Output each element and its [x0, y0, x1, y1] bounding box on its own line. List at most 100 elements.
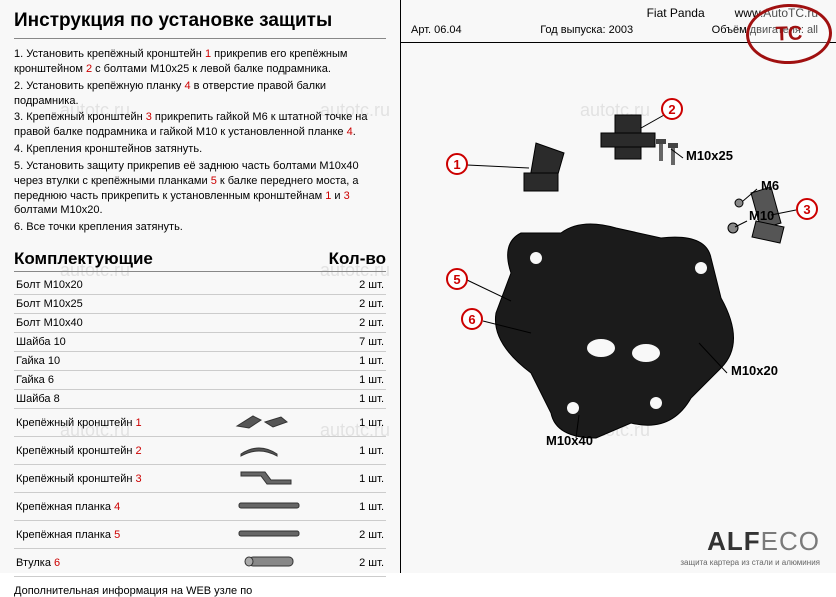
component-qty: 2 шт. [331, 276, 386, 295]
table-row: Крепёжный кронштейн 1 1 шт. [14, 409, 386, 437]
instruction-line: 1. Установить крепёжный кронштейн 1 прик… [14, 47, 386, 77]
table-row: Втулка 6 2 шт. [14, 549, 386, 577]
component-qty: 2 шт. [331, 314, 386, 333]
year-block: Год выпуска: 2003 [540, 24, 633, 36]
component-qty: 1 шт. [331, 371, 386, 390]
instruction-line: 4. Крепления кронштейнов затянуть. [14, 142, 386, 157]
instruction-line: 2. Установить крепёжную планку 4 в отвер… [14, 79, 386, 109]
component-name: Болт М10х25 [14, 295, 221, 314]
table-row: Шайба 8 1 шт. [14, 390, 386, 409]
components-qty-title: Кол-во [329, 249, 386, 269]
component-image [221, 390, 331, 409]
diagram-label: М10х40 [546, 433, 593, 448]
slot [632, 344, 660, 362]
year-label: Год выпуска: [540, 24, 605, 36]
component-image [221, 295, 331, 314]
diagram-svg [401, 43, 836, 483]
diagram-label: М10 [749, 208, 774, 223]
slot [587, 339, 615, 357]
component-qty: 1 шт. [331, 437, 386, 465]
callout-5: 5 [446, 268, 468, 290]
component-name: Крепёжный кронштейн 2 [14, 437, 221, 465]
left-column: Инструкция по установке защиты 1. Устано… [0, 0, 400, 573]
component-name: Болт М10х20 [14, 276, 221, 295]
component-image [221, 409, 331, 437]
component-qty: 1 шт. [331, 352, 386, 371]
component-qty: 1 шт. [331, 465, 386, 493]
callout-1: 1 [446, 153, 468, 175]
table-row: Гайка 10 1 шт. [14, 352, 386, 371]
components-header: Комплектующие Кол-во [14, 249, 386, 272]
component-image [221, 437, 331, 465]
table-row: Крепёжный кронштейн 3 1 шт. [14, 465, 386, 493]
component-image [221, 371, 331, 390]
model-name: Fiat Panda [647, 6, 705, 20]
component-name: Крепёжный кронштейн 1 [14, 409, 221, 437]
brand-logo: ALFECO [707, 526, 820, 557]
logo-main: ALF [707, 526, 761, 556]
table-row: Гайка 6 1 шт. [14, 371, 386, 390]
components-table: Болт М10х202 шт.Болт М10х252 шт.Болт М10… [14, 276, 386, 577]
divider [14, 38, 386, 39]
component-image [221, 521, 331, 549]
callout-2: 2 [661, 98, 683, 120]
callout-6: 6 [461, 308, 483, 330]
component-name: Болт М10х40 [14, 314, 221, 333]
callout-3: 3 [796, 198, 818, 220]
component-image [221, 493, 331, 521]
component-name: Втулка 6 [14, 549, 221, 577]
diagram-label: М10х25 [686, 148, 733, 163]
component-qty: 2 шт. [331, 295, 386, 314]
brand-sub: защита картера из стали и алюминия [680, 558, 820, 567]
table-row: Болт М10х40 2 шт. [14, 314, 386, 333]
component-qty: 7 шт. [331, 333, 386, 352]
hole [530, 252, 542, 264]
component-qty: 1 шт. [331, 390, 386, 409]
table-row: Болт М10х20 2 шт. [14, 276, 386, 295]
table-row: Крепёжная планка 5 2 шт. [14, 521, 386, 549]
hole [567, 402, 579, 414]
footer-note: Дополнительная информация на WEB узле по [14, 585, 386, 597]
washer-icon [728, 223, 738, 233]
component-name: Шайба 10 [14, 333, 221, 352]
component-name: Гайка 10 [14, 352, 221, 371]
component-image [221, 549, 331, 577]
washer-icon [735, 199, 743, 207]
component-name: Гайка 6 [14, 371, 221, 390]
hole [650, 397, 662, 409]
table-row: Болт М10х25 2 шт. [14, 295, 386, 314]
component-qty: 1 шт. [331, 493, 386, 521]
components-title: Комплектующие [14, 249, 153, 269]
component-name: Крепёжный кронштейн 3 [14, 465, 221, 493]
page-title: Инструкция по установке защиты [14, 10, 386, 32]
component-name: Крепёжная планка 4 [14, 493, 221, 521]
table-row: Крепёжная планка 4 1 шт. [14, 493, 386, 521]
bracket-1 [524, 143, 564, 191]
instruction-line: 6. Все точки крепления затянуть. [14, 220, 386, 235]
right-column: TC Fiat Panda www.AutoTC.ru Арт. 06.04 Г… [400, 0, 836, 573]
table-row: Шайба 10 7 шт. [14, 333, 386, 352]
component-qty: 1 шт. [331, 409, 386, 437]
hole [695, 262, 707, 274]
component-image [221, 314, 331, 333]
bracket-2 [601, 115, 655, 159]
diagram-label: М10х20 [731, 363, 778, 378]
component-image [221, 276, 331, 295]
table-row: Крепёжный кронштейн 2 1 шт. [14, 437, 386, 465]
component-image [221, 352, 331, 371]
logo-suffix: ECO [761, 526, 820, 556]
article-code: Арт. 06.04 [411, 24, 462, 36]
component-image [221, 465, 331, 493]
year-value: 2003 [609, 24, 633, 36]
instruction-line: 5. Установить защиту прикрепив её заднюю… [14, 159, 386, 218]
diagram-area: 1 2 3 5 6 М10х25 М6 М10 М10х20 М10х40 [401, 43, 836, 483]
component-image [221, 333, 331, 352]
component-name: Шайба 8 [14, 390, 221, 409]
page: autotc.ru autotc.ru autotc.ru autotc.ru … [0, 0, 836, 573]
component-qty: 2 шт. [331, 521, 386, 549]
component-name: Крепёжная планка 5 [14, 521, 221, 549]
component-qty: 2 шт. [331, 549, 386, 577]
instructions-block: 1. Установить крепёжный кронштейн 1 прик… [14, 47, 386, 235]
diagram-label: М6 [761, 178, 779, 193]
instruction-line: 3. Крепёжный кронштейн 3 прикрепить гайк… [14, 110, 386, 140]
